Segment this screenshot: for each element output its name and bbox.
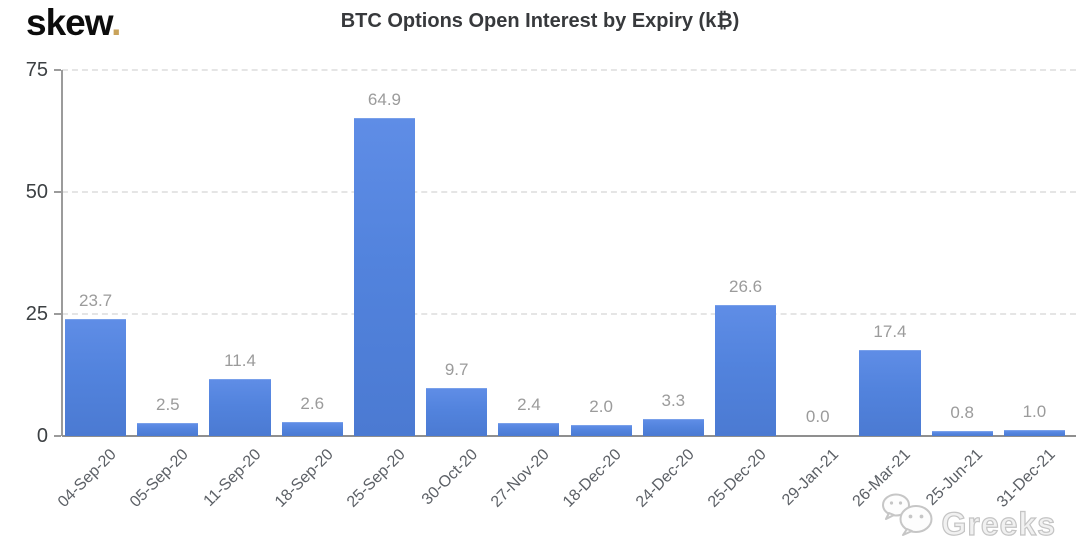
bar-value-11-Sep-20: 11.4 [224,351,256,370]
y-axis-label-25: 25 [25,303,48,325]
x-axis-label-text: 18-Dec-20 [560,446,626,511]
bar-value-05-Sep-20: 2.5 [155,395,180,414]
bar-value-25-Jun-21: 0.8 [950,403,974,422]
x-axis-label-text: 29-Jan-21 [778,446,842,509]
bar-value-27-Nov-20: 2.4 [517,395,541,414]
bar-04-Sep-20[interactable] [65,319,127,436]
bar-31-Dec-21[interactable] [1003,430,1065,436]
bar-value-18-Sep-20: 2.6 [300,394,325,413]
x-axis-label-text: 11-Sep-20 [200,446,265,511]
y-axis-label-0: 0 [36,425,48,447]
skew-logo-text: skew [26,2,112,43]
bar-value-04-Sep-20: 23.7 [79,291,113,310]
x-axis-label-text: 31-Dec-21 [993,446,1059,511]
bar-05-Sep-20[interactable] [137,423,199,436]
bar-value-29-Jan-21: 0.0 [805,407,830,426]
y-axis-tick-0 [54,435,61,437]
bar-24-Dec-20[interactable] [642,419,704,436]
bar-value-31-Dec-21: 1.0 [1022,402,1047,421]
y-axis [61,70,63,436]
bar-25-Sep-20[interactable] [353,118,416,436]
x-axis-label-text: 24-Dec-20 [632,446,698,511]
x-axis-label-text: 25-Sep-20 [343,446,409,511]
bar-value-30-Oct-20: 9.7 [444,360,469,379]
skew-logo: skew. [26,2,121,44]
x-axis-label-text: 04-Sep-20 [54,446,120,511]
y-axis-tick-50 [54,191,61,193]
bar-11-Sep-20[interactable] [209,379,271,436]
bar-30-Oct-20[interactable] [426,388,488,436]
bar-25-Jun-21[interactable] [931,431,993,436]
y-axis-label-50: 50 [25,181,48,203]
x-axis-label-text: 30-Oct-20 [418,446,481,509]
chart-title: BTC Options Open Interest by Expiry (k₿) [340,10,740,32]
gridline-y75 [62,69,1076,71]
bar-27-Nov-20[interactable] [498,423,560,436]
y-axis-tick-25 [54,313,61,315]
y-axis-label-75: 75 [25,59,48,81]
bar-value-18-Dec-20: 2.0 [589,397,613,416]
gridline-y50 [62,191,1076,193]
x-axis-label-text: 25-Dec-20 [704,446,770,511]
skew-logo-dot: . [111,2,121,43]
bar-25-Dec-20[interactable] [714,305,777,436]
bar-value-25-Sep-20: 64.9 [367,90,401,109]
x-axis-label-text: 05-Sep-20 [126,446,192,511]
bar-value-25-Dec-20: 26.6 [728,277,763,296]
x-axis-label-text: 25-Jun-21 [923,446,987,509]
bar-value-24-Dec-20: 3.3 [661,391,686,410]
watermark: Greeks [879,492,1056,542]
x-axis-label-text: 27-Nov-20 [488,446,553,511]
bar-26-Mar-21[interactable] [859,350,921,436]
x-axis [62,435,1076,437]
y-axis-tick-75 [54,69,61,71]
bar-18-Dec-20[interactable] [570,425,632,436]
gridline-y25 [62,313,1076,315]
bar-value-26-Mar-21: 17.4 [873,322,907,341]
x-axis-label-text: 18-Sep-20 [271,446,337,511]
x-axis-label-text: 26-Mar-21 [849,446,914,511]
watermark-text: Greeks [941,506,1056,542]
bar-18-Sep-20[interactable] [281,422,343,436]
